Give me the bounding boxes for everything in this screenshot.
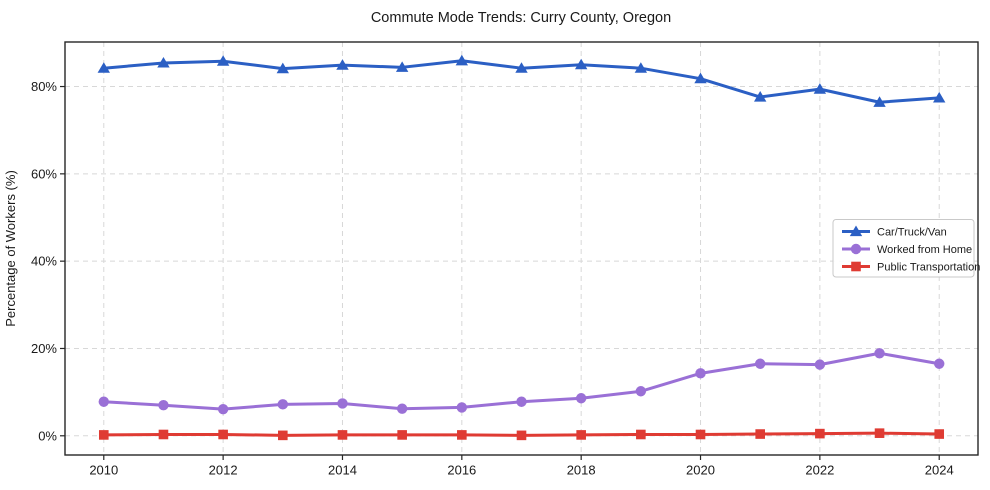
series-public-transportation bbox=[98, 428, 945, 441]
data-point-circle bbox=[98, 396, 109, 407]
axes-box bbox=[64, 41, 979, 456]
x-tick-label: 2016 bbox=[447, 463, 476, 478]
data-point-triangle bbox=[336, 59, 349, 70]
x-tick-label: 2018 bbox=[567, 463, 596, 478]
legend-box bbox=[832, 219, 975, 278]
data-point-square bbox=[337, 430, 348, 440]
y-tick-label: 80% bbox=[31, 79, 57, 94]
data-point-triangle bbox=[634, 62, 648, 73]
y-tick-label: 40% bbox=[31, 254, 57, 269]
data-point-circle bbox=[635, 386, 647, 397]
data-point-circle bbox=[277, 399, 289, 410]
data-point-square bbox=[851, 261, 861, 272]
y-tick-label: 20% bbox=[31, 341, 57, 356]
x-tick-label: 2010 bbox=[89, 463, 118, 478]
data-point-triangle bbox=[455, 54, 469, 66]
data-point-square bbox=[576, 430, 586, 440]
axis-tick-labels: 2010 2012 2014 2016 2018 2020 2022 2024 0% 20% 40%… bbox=[31, 79, 954, 477]
y-tick-label: 60% bbox=[31, 166, 57, 181]
data-point-square bbox=[636, 429, 646, 440]
data-point-square bbox=[874, 428, 885, 438]
legend-label: Worked from Home bbox=[877, 244, 972, 256]
data-point-triangle bbox=[574, 58, 588, 70]
x-tick-label: 2024 bbox=[925, 463, 954, 478]
data-point-square bbox=[457, 430, 467, 440]
data-point-circle bbox=[695, 368, 706, 379]
data-point-square bbox=[815, 428, 825, 439]
data-point-triangle bbox=[395, 61, 409, 72]
series-worked-from-home bbox=[98, 348, 945, 415]
data-point-circle bbox=[158, 400, 169, 411]
data-point-circle bbox=[934, 358, 945, 369]
legend: Car/Truck/Van Worked from Home Public Tran… bbox=[832, 219, 980, 278]
data-point-triangle bbox=[515, 62, 528, 73]
x-tick-label: 2012 bbox=[209, 463, 238, 478]
data-point-triangle bbox=[849, 225, 863, 237]
data-point-square bbox=[397, 430, 407, 440]
data-point-triangle bbox=[157, 56, 170, 68]
data-point-triangle bbox=[933, 91, 946, 103]
data-point-circle bbox=[874, 348, 885, 359]
x-tick-label: 2020 bbox=[686, 463, 715, 478]
data-point-square bbox=[934, 429, 945, 439]
data-point-triangle bbox=[813, 83, 827, 94]
data-point-triangle bbox=[276, 62, 290, 74]
data-point-square bbox=[516, 430, 527, 441]
data-point-triangle bbox=[753, 91, 767, 102]
y-axis-label: Percentage of Workers (%) bbox=[3, 170, 18, 327]
data-point-square bbox=[98, 430, 109, 440]
data-point-circle bbox=[814, 359, 826, 370]
data-point-circle bbox=[850, 243, 862, 255]
data-point-triangle bbox=[216, 55, 230, 66]
axis-ticks bbox=[60, 85, 940, 460]
y-tick-label: 0% bbox=[38, 428, 57, 443]
data-point-circle bbox=[217, 403, 229, 415]
legend-label: Car/Truck/Van bbox=[877, 227, 947, 239]
data-point-circle bbox=[396, 403, 408, 414]
legend-item-car-truck-van: Car/Truck/Van bbox=[842, 225, 947, 239]
data-point-circle bbox=[516, 396, 527, 407]
data-point-square bbox=[755, 429, 765, 439]
chart-title: Commute Mode Trends: Curry County, Orego… bbox=[371, 10, 671, 26]
data-point-triangle bbox=[97, 62, 110, 73]
legend-item-public-transportation: Public Transportation bbox=[842, 262, 980, 274]
data-point-triangle bbox=[873, 96, 886, 107]
series-car-truck-van bbox=[97, 54, 946, 107]
legend-label: Public Transportation bbox=[877, 262, 980, 274]
data-point-square bbox=[278, 430, 288, 441]
x-tick-label: 2014 bbox=[328, 463, 357, 478]
x-tick-label: 2022 bbox=[805, 463, 834, 478]
data-point-square bbox=[695, 429, 706, 440]
data-point-square bbox=[218, 429, 228, 440]
data-point-circle bbox=[754, 358, 766, 369]
data-point-triangle bbox=[694, 72, 707, 84]
legend-item-worked-from-home: Worked from Home bbox=[842, 243, 972, 256]
data-point-square bbox=[158, 429, 169, 440]
gridlines bbox=[65, 42, 978, 455]
data-point-circle bbox=[456, 402, 468, 413]
data-point-circle bbox=[337, 398, 348, 409]
plot-area: 2010 2012 2014 2016 2018 2020 2022 2024 0% 20% 40%… bbox=[31, 41, 980, 478]
data-point-circle bbox=[575, 393, 587, 404]
